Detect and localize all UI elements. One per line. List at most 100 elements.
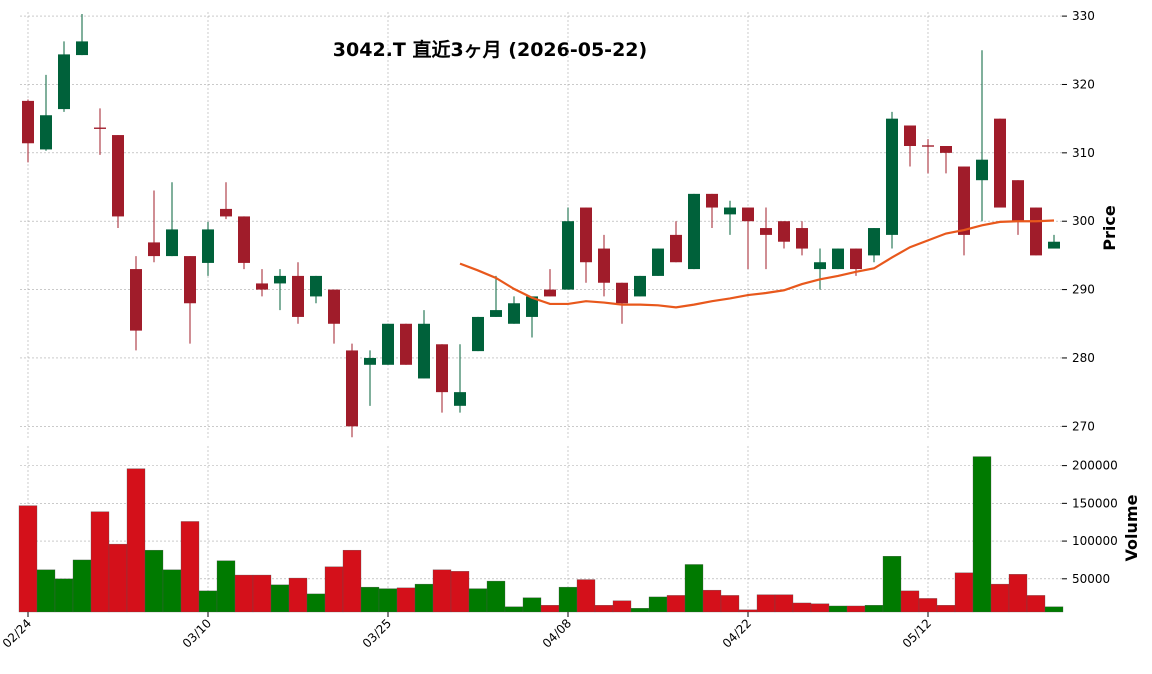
volume-bar (468, 588, 488, 613)
volume-bar (54, 578, 74, 613)
volume-bar (450, 571, 470, 613)
volume-bar (486, 580, 506, 613)
volume-bar (126, 468, 146, 613)
candle-body (130, 269, 142, 331)
candle-body (958, 166, 970, 235)
candle-body (202, 229, 214, 263)
candle-body (166, 229, 178, 257)
candle-body (112, 135, 124, 217)
volume-bar (684, 564, 704, 613)
volume-bar (324, 566, 344, 613)
candle-body (616, 282, 628, 304)
candle-body (778, 221, 790, 242)
volume-bar (828, 605, 848, 613)
candle-body (346, 350, 358, 427)
volume-bar (882, 556, 902, 613)
volume-bar (666, 595, 686, 613)
candle-body (76, 41, 88, 56)
candle-body (58, 54, 70, 110)
volume-bar (810, 603, 830, 613)
x-tick-label: 03/10 (180, 616, 214, 650)
candle-body (436, 344, 448, 393)
candle-body (760, 228, 772, 235)
volume-tick-label: 50000 (1072, 572, 1110, 586)
candle-body (796, 228, 808, 249)
volume-bar (216, 560, 236, 613)
candle-body (400, 323, 412, 365)
candle-body (238, 216, 250, 263)
candle-body (328, 289, 340, 324)
candle-body (922, 145, 934, 147)
candle-body (472, 316, 484, 352)
volume-bar (252, 574, 272, 613)
candle-body (1012, 180, 1024, 222)
candle-body (904, 125, 916, 147)
candle-body (382, 323, 394, 365)
volume-tick-label: 100000 (1072, 534, 1118, 548)
volume-bar (720, 595, 740, 613)
volume-bar (756, 594, 776, 613)
candle-body (220, 208, 232, 217)
candle-body (940, 146, 952, 153)
volume-bar (594, 605, 614, 613)
candle-body (670, 234, 682, 263)
candle-body (1030, 207, 1042, 256)
y-tick-label: 290 (1072, 283, 1095, 297)
candle-body (490, 310, 502, 317)
volume-bar (918, 598, 938, 613)
volume-bar (558, 586, 578, 613)
y-axis-label: Price (1100, 205, 1119, 251)
volume-bar (342, 549, 362, 613)
candle-body (850, 248, 862, 270)
volume-bar (18, 505, 38, 613)
volume-bar (738, 609, 758, 613)
volume-bar (936, 605, 956, 613)
volume-bar (378, 588, 398, 613)
candle-body (724, 207, 736, 215)
x-tick-label: 02/24 (0, 616, 34, 650)
candle-body (562, 221, 574, 290)
y-tick-label: 320 (1072, 77, 1095, 91)
x-tick-label: 05/12 (900, 616, 934, 650)
volume-tick-label: 200000 (1072, 459, 1118, 473)
volume-bar (954, 572, 974, 613)
candle-body (22, 100, 34, 144)
volume-bar (576, 579, 596, 613)
candle-body (256, 283, 268, 290)
volume-bar (288, 577, 308, 613)
volume-bar (1026, 595, 1046, 613)
volume-bar (108, 543, 128, 613)
x-tick-label: 04/22 (720, 616, 754, 650)
volume-bar (630, 608, 650, 613)
candle-body (868, 228, 880, 256)
volume-bar (144, 549, 164, 613)
candle-body (886, 118, 898, 235)
candle-body (688, 193, 700, 270)
volume-bar (234, 574, 254, 613)
volume-bar (90, 511, 110, 613)
volume-bar (522, 597, 542, 613)
chart-title: 3042.T 直近3ヶ月 (2026-05-22) (333, 38, 647, 61)
x-tick-label: 03/25 (360, 616, 394, 650)
candle-body (274, 275, 286, 284)
volume-bar (648, 596, 668, 613)
y-tick-label: 270 (1072, 419, 1095, 433)
volume-bar (1008, 574, 1028, 613)
volume-bar (432, 569, 452, 613)
y-tick-label: 330 (1072, 9, 1095, 23)
candle-body (310, 275, 322, 297)
candle-body (634, 275, 646, 297)
moving-average-line (459, 219, 1055, 309)
volume-bar (990, 583, 1010, 613)
volume-bar (702, 589, 722, 613)
volume-bar (270, 584, 290, 613)
y-tick-label: 280 (1072, 351, 1095, 365)
volume-bar (414, 583, 434, 613)
volume-bar (396, 587, 416, 613)
volume-tick-label: 150000 (1072, 496, 1118, 510)
volume-bar (198, 590, 218, 613)
candle-body (742, 207, 754, 222)
candle-body (94, 127, 106, 129)
